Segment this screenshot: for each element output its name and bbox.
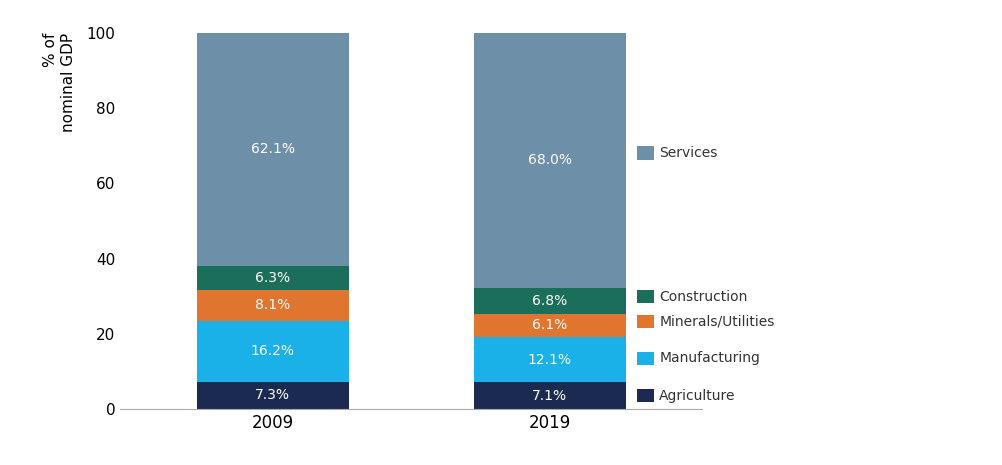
FancyBboxPatch shape (636, 315, 653, 328)
Bar (473, 32, 625, 288)
FancyBboxPatch shape (636, 146, 653, 159)
Text: Manufacturing: Manufacturing (658, 351, 760, 365)
Text: 6.3%: 6.3% (255, 271, 290, 286)
Text: 7.3%: 7.3% (255, 388, 290, 402)
Bar (196, 33, 349, 266)
Bar (473, 314, 625, 337)
Bar (473, 382, 625, 409)
Bar (473, 288, 625, 314)
FancyBboxPatch shape (636, 389, 653, 402)
Text: Minerals/Utilities: Minerals/Utilities (658, 315, 774, 329)
Text: Agriculture: Agriculture (658, 389, 734, 403)
Text: 8.1%: 8.1% (255, 299, 290, 312)
Bar (473, 337, 625, 382)
Text: 62.1%: 62.1% (250, 142, 295, 157)
Text: Services: Services (658, 146, 716, 160)
Text: Construction: Construction (658, 290, 746, 304)
Bar (196, 290, 349, 321)
Bar (196, 266, 349, 290)
FancyBboxPatch shape (636, 290, 653, 303)
Text: 6.1%: 6.1% (532, 319, 567, 332)
Text: 7.1%: 7.1% (532, 389, 567, 403)
Y-axis label: % of
nominal GDP: % of nominal GDP (43, 33, 75, 132)
Text: 16.2%: 16.2% (250, 344, 295, 358)
FancyBboxPatch shape (636, 352, 653, 365)
Text: 6.8%: 6.8% (532, 294, 567, 308)
Text: 12.1%: 12.1% (527, 352, 571, 367)
Bar (196, 321, 349, 382)
Bar (196, 382, 349, 409)
Text: 68.0%: 68.0% (527, 153, 571, 167)
